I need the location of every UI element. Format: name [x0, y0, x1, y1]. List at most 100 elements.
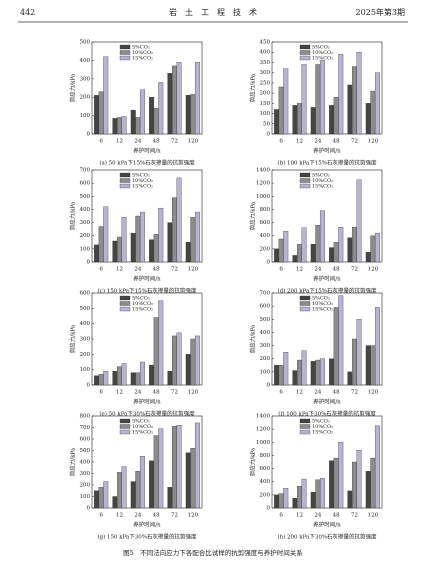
bar: [374, 425, 380, 509]
legend-label: 10%CO₂: [132, 424, 153, 430]
y-tick-label: 400: [80, 207, 91, 213]
legend-label: 5%CO₂: [132, 296, 150, 302]
legend-swatch: [119, 301, 131, 306]
y-tick-label: 0: [267, 506, 271, 512]
x-tick-label: 120: [368, 390, 379, 396]
bar: [135, 117, 141, 135]
bar: [158, 428, 164, 509]
x-tick-label: 48: [153, 267, 160, 273]
x-tick-label: 48: [333, 390, 340, 396]
bar: [315, 479, 321, 509]
x-tick-label: 72: [171, 513, 178, 519]
y-tick-label: 600: [80, 437, 91, 443]
x-tick-label: 12: [116, 267, 123, 273]
bar: [352, 338, 357, 386]
y-axis-label: 剪应力/kPa: [249, 73, 257, 102]
bar: [153, 435, 159, 509]
bar: [158, 300, 164, 386]
x-tick-label: 12: [116, 390, 123, 396]
bar: [153, 108, 159, 135]
bar: [274, 248, 280, 263]
chart-subtitle: (g) 150 kPa下30%石灰掺量的抗剪强度: [97, 533, 197, 541]
y-tick-label: 200: [80, 95, 91, 101]
bar: [338, 442, 344, 509]
y-tick-label: 200: [260, 91, 271, 97]
bar: [172, 335, 177, 386]
x-tick-label: 120: [188, 267, 199, 273]
bar: [121, 217, 127, 263]
y-axis-label: 剪应力/kPa: [69, 73, 77, 102]
legend-swatch: [299, 295, 311, 301]
legend-swatch: [119, 183, 131, 189]
legend-label: 15%CO₂: [312, 430, 333, 436]
y-tick-label: 300: [80, 76, 91, 82]
x-tick-label: 120: [368, 513, 379, 519]
journal-title: 岩 土 工 程 技 术: [169, 7, 257, 17]
bar: [310, 361, 316, 386]
x-tick-label: 72: [351, 390, 358, 396]
bar: [283, 488, 289, 509]
plot-frame: [271, 292, 383, 386]
y-tick-label: 0: [267, 383, 271, 389]
bar: [329, 460, 335, 509]
legend-swatch: [299, 429, 311, 435]
legend-swatch: [299, 172, 311, 178]
bar: [278, 365, 284, 386]
bar: [278, 493, 284, 509]
bar: [139, 89, 145, 135]
bar: [338, 295, 344, 386]
y-tick-label: 100: [80, 113, 91, 119]
bar: [94, 375, 100, 386]
bar: [153, 234, 159, 263]
x-tick-label: 12: [296, 390, 303, 396]
y-tick-label: 400: [80, 460, 91, 466]
bar: [117, 472, 122, 509]
x-axis-label: 养护时间/h: [133, 398, 161, 406]
legend-label: 5%CO₂: [312, 419, 330, 425]
bar: [333, 242, 339, 263]
bar: [315, 64, 321, 135]
bar: [338, 227, 344, 263]
x-tick-label: 12: [116, 139, 123, 145]
bar: [135, 215, 141, 263]
bar: [329, 247, 335, 263]
x-tick-label: 48: [333, 139, 340, 145]
y-axis-label: 剪应力/kPa: [249, 324, 257, 353]
x-tick-label: 120: [188, 139, 199, 145]
bar: [356, 52, 362, 135]
legend-swatch: [119, 50, 131, 55]
bar: [292, 105, 298, 135]
bar: [158, 82, 164, 135]
y-tick-label: 100: [80, 494, 91, 500]
y-tick-label: 200: [80, 233, 91, 239]
legend-swatch: [119, 55, 131, 61]
x-tick-label: 6: [279, 267, 283, 273]
x-tick-label: 72: [351, 139, 358, 145]
y-axis-label: 剪应力/kPa: [69, 201, 77, 230]
bar: [121, 466, 127, 509]
legend-label: 10%CO₂: [132, 301, 153, 307]
page-number: 442: [20, 8, 35, 17]
y-tick-label: 0: [87, 383, 91, 389]
bar: [374, 72, 380, 135]
bar: [301, 227, 307, 263]
bar: [274, 494, 280, 509]
bar: [103, 56, 109, 135]
bar: [370, 457, 376, 509]
legend-label: 15%CO₂: [132, 56, 153, 62]
plot-frame: [91, 41, 203, 135]
x-tick-label: 48: [333, 267, 340, 273]
bar: [283, 230, 289, 263]
y-tick-label: 250: [260, 80, 271, 86]
x-tick-label: 48: [153, 513, 160, 519]
x-axis-label: 养护时间/h: [133, 521, 161, 529]
y-tick-label: 0: [87, 132, 91, 138]
y-tick-label: 0: [267, 260, 271, 266]
x-axis-label: 养护时间/h: [133, 147, 161, 155]
legend-label: 5%CO₂: [132, 45, 150, 51]
bar: [112, 496, 118, 509]
legend-swatch: [299, 301, 311, 306]
x-axis-label: 养护时间/h: [313, 147, 341, 155]
y-tick-label: 200: [260, 356, 271, 362]
